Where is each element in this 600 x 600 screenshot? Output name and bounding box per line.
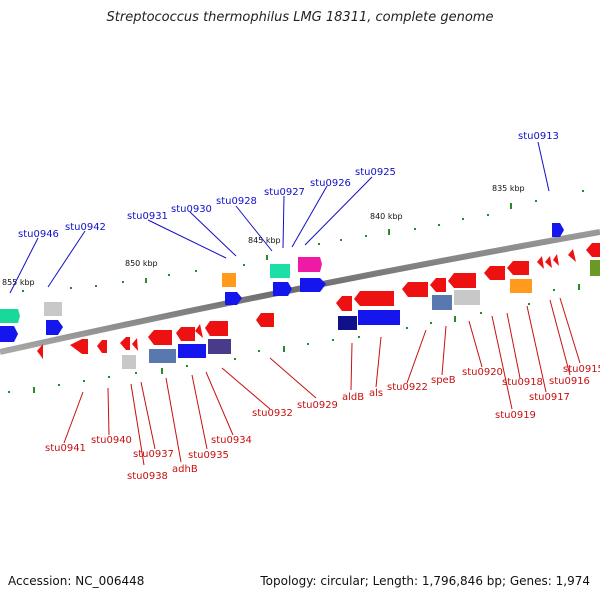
gene-red[interactable] [545, 256, 552, 268]
gene-label: stu0918 [502, 377, 543, 388]
genome-title: Streptococcus thermophilus LMG 18311, co… [106, 10, 494, 25]
gene-blue[interactable] [0, 326, 18, 342]
lower-strand-genes [37, 243, 600, 369]
gene-red[interactable] [120, 337, 130, 350]
gene-label: stu0932 [252, 408, 293, 419]
gene-blue[interactable] [552, 223, 564, 237]
gene-blue[interactable] [225, 292, 242, 305]
gene-orange[interactable] [222, 273, 236, 287]
gene-red[interactable] [148, 330, 172, 345]
scale-label-845kbp: 845 kbp [248, 236, 281, 245]
gene-label: stu0928 [216, 196, 257, 207]
scale-label-855kbp: 855 kbp [2, 278, 35, 287]
gene-label: stu0941 [45, 443, 86, 454]
gene-red[interactable] [97, 340, 107, 353]
gene-label: adhB [172, 464, 198, 475]
gene-label: stu0940 [91, 435, 132, 446]
gene-red[interactable] [132, 338, 138, 351]
upper-strand-genes [0, 223, 600, 342]
gene-label: stu0938 [127, 471, 168, 482]
gene-red[interactable] [537, 256, 544, 269]
gene-label: stu0917 [529, 392, 570, 403]
gene-label: stu0934 [211, 435, 252, 446]
gene-blue[interactable] [46, 320, 63, 335]
scale-ruler-lower [8, 284, 580, 393]
gene-blue[interactable] [300, 278, 326, 292]
gene-label: stu0925 [355, 167, 396, 178]
gene-red[interactable] [354, 291, 394, 306]
gene-red[interactable] [484, 266, 505, 280]
gene-label: aldB [342, 392, 364, 403]
gene-red[interactable] [568, 249, 576, 262]
gene-blue[interactable] [178, 344, 206, 358]
gene-steel-blue[interactable] [149, 349, 176, 363]
gene-label: stu0942 [65, 222, 106, 233]
gene-label: speB [431, 375, 456, 386]
gene-slate[interactable] [208, 339, 231, 354]
gene-label: stu0935 [188, 450, 229, 461]
gene-olive[interactable] [590, 260, 600, 276]
gene-blue[interactable] [273, 282, 292, 296]
scale-label-850kbp: 850 kbp [125, 259, 158, 268]
gene-label: stu0913 [518, 131, 559, 142]
gene-red[interactable] [430, 278, 446, 292]
gene-red[interactable] [205, 321, 228, 336]
gene-label: stu0922 [387, 382, 428, 393]
gene-label: stu0931 [127, 211, 168, 222]
gene-teal[interactable] [270, 264, 290, 278]
gene-steel-blue[interactable] [432, 295, 452, 310]
gene-label: stu0920 [462, 367, 503, 378]
scale-label-840kbp: 840 kbp [370, 212, 403, 221]
gene-gray[interactable] [454, 290, 480, 305]
gene-label: stu0937 [133, 449, 174, 460]
gene-label: stu0926 [310, 178, 351, 189]
gene-red[interactable] [336, 296, 352, 311]
gene-orange[interactable] [510, 279, 532, 293]
gene-red[interactable] [70, 339, 88, 354]
gene-red[interactable] [553, 254, 559, 266]
gene-red[interactable] [586, 243, 600, 257]
gene-label: stu0919 [495, 410, 536, 421]
topology-text: Topology: circular; Length: 1,796,846 bp… [260, 574, 590, 588]
gene-label: stu0916 [549, 376, 590, 387]
gene-label: als [369, 388, 383, 399]
gene-blue[interactable] [358, 310, 400, 325]
gene-gray[interactable] [122, 355, 136, 369]
gene-red[interactable] [176, 327, 195, 341]
gene-navy[interactable] [338, 316, 357, 330]
gene-magenta[interactable] [298, 257, 322, 272]
gene-label: stu0927 [264, 187, 305, 198]
lower-leader-lines [63, 297, 581, 466]
gene-red[interactable] [37, 344, 43, 359]
gene-label: stu0929 [297, 400, 338, 411]
gene-red[interactable] [507, 261, 529, 275]
upper-leader-lines [9, 141, 550, 294]
gene-green[interactable] [0, 309, 20, 323]
scale-ruler-upper [22, 190, 584, 292]
gene-gray[interactable] [44, 302, 62, 316]
gene-label: stu0915 [563, 364, 600, 375]
gene-label: stu0930 [171, 204, 212, 215]
gene-red[interactable] [256, 313, 274, 327]
gene-red[interactable] [195, 324, 203, 338]
gene-red[interactable] [448, 273, 476, 288]
accession-text: Accession: NC_006448 [8, 574, 145, 588]
gene-label: stu0946 [18, 229, 59, 240]
scale-label-835kbp: 835 kbp [492, 184, 525, 193]
gene-red[interactable] [402, 282, 428, 297]
